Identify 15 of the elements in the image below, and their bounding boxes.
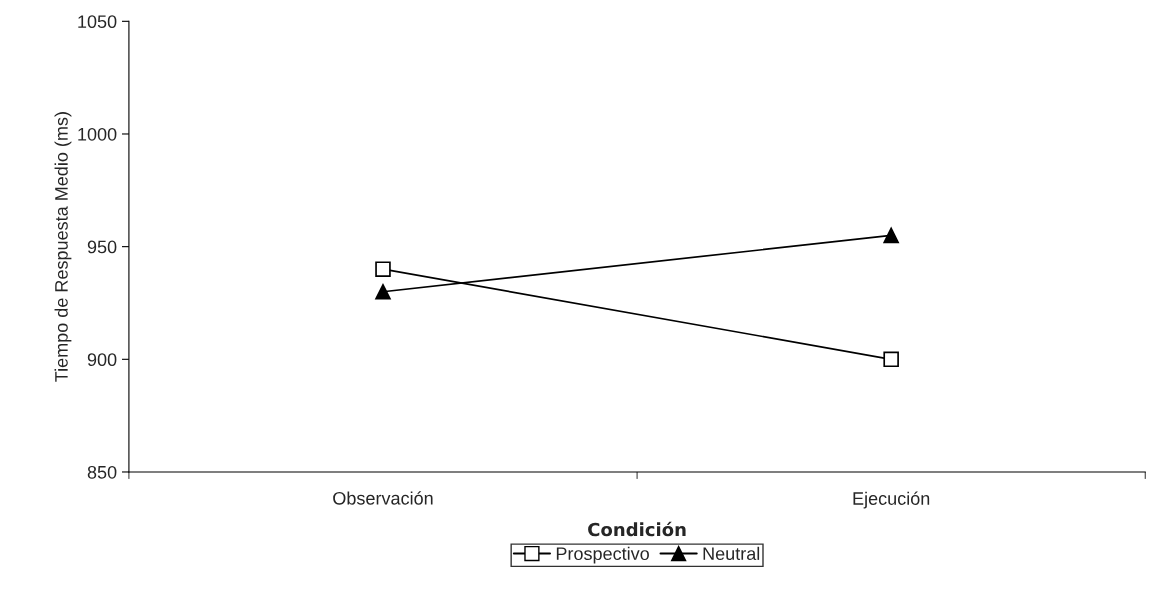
y-tick-label: 1000 xyxy=(78,127,117,141)
legend-label: Prospectivo xyxy=(556,546,649,564)
y-tick-label: 850 xyxy=(87,465,117,479)
y-tick-label: 950 xyxy=(87,240,117,254)
point xyxy=(375,261,391,277)
point xyxy=(883,227,899,244)
legend-label: Neutral xyxy=(703,546,760,561)
y-tick-label: 1050 xyxy=(78,15,117,29)
x-tick-label: Ejecución xyxy=(853,491,930,509)
y-axis-title: Tiempo de Respuesta Medio (ms) xyxy=(54,112,72,382)
point xyxy=(883,351,899,368)
x-tick-label: Observación xyxy=(333,491,433,505)
x-axis-title: Condición xyxy=(588,521,686,537)
point xyxy=(375,283,391,300)
y-tick-label: 900 xyxy=(87,353,117,367)
